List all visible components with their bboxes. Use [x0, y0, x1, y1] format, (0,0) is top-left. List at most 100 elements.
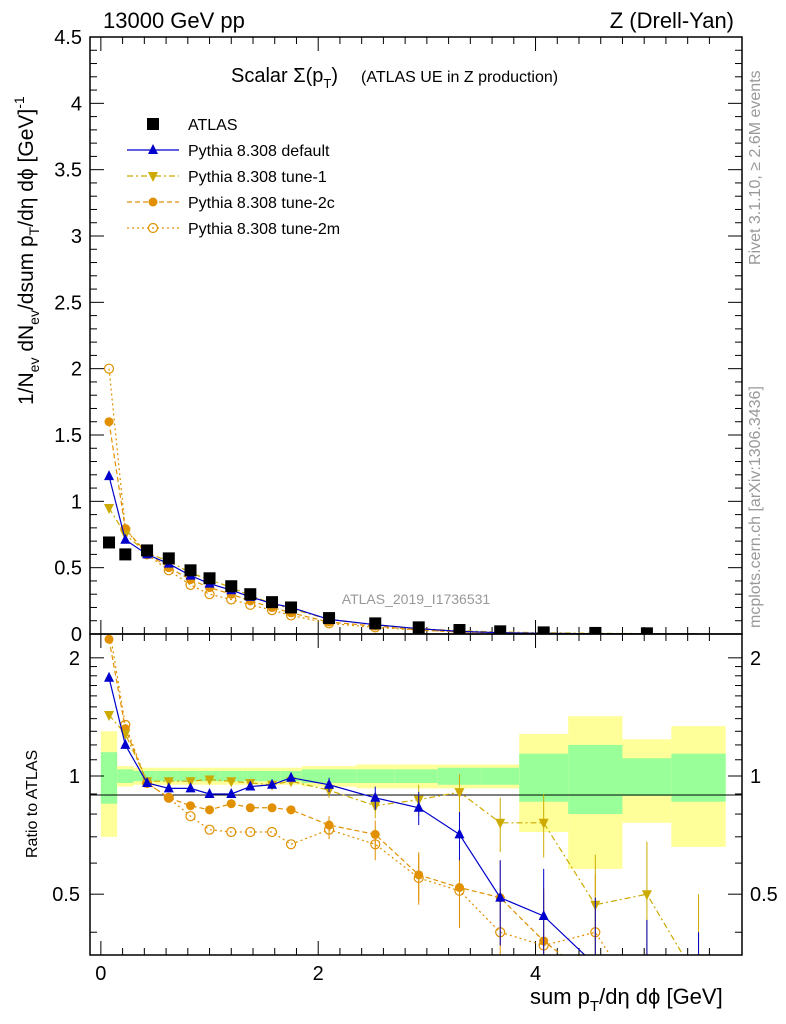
- process-label: Z (Drell-Yan): [610, 8, 734, 33]
- band-inner-segment: [394, 769, 438, 783]
- legend-label-tune1: Pythia 8.308 tune-1: [188, 169, 327, 186]
- band-inner-segment: [258, 770, 281, 782]
- band-inner-segment: [622, 758, 672, 796]
- top-y-tick-label: 0.5: [54, 558, 82, 580]
- bottom-y-axis-title: Ratio to ATLAS: [24, 750, 41, 858]
- point-data: [323, 612, 336, 625]
- band-inner-segment: [155, 770, 177, 782]
- band-inner-segment: [220, 770, 243, 782]
- point-data: [103, 536, 116, 549]
- ratio-point-default: [185, 782, 196, 793]
- svg-text:Scalar Σ(pT): Scalar Σ(pT): [231, 65, 338, 91]
- band-inner-segment: [481, 767, 520, 785]
- point-data: [589, 626, 602, 634]
- x-tick-label: 2: [313, 963, 324, 985]
- ratio-plot-panel: 0.5 0.51 12 20 2 4: [52, 622, 778, 1017]
- ratio-point-default: [226, 787, 237, 798]
- point-data: [369, 617, 382, 630]
- legend-marker-tune1: [148, 172, 158, 182]
- ratio-point-default: [104, 671, 115, 682]
- analysis-id-label: ATLAS_2019_I1736531: [342, 591, 491, 607]
- ratio-point-tune2c: [267, 803, 277, 813]
- x-axis-title: sum pT/dη dϕ [GeV]: [530, 984, 723, 1015]
- ratio-y-tick-label: 2: [69, 648, 80, 670]
- point-data: [640, 627, 653, 634]
- ratio-point-tune1: [641, 890, 652, 901]
- ratio-point-tune2m: [285, 839, 297, 850]
- ratio-point-tune1: [185, 777, 196, 788]
- top-y-tick-label: 1.5: [54, 425, 82, 447]
- ratio-point-tune2c: [205, 805, 215, 815]
- point-data: [412, 621, 425, 634]
- ratio-point-default: [413, 801, 424, 812]
- ratio-point-tune2c: [414, 870, 424, 880]
- band-inner-segment: [301, 769, 357, 783]
- ratio-y-tick-label: 0.5: [52, 884, 80, 906]
- ratio-point-tune2m: [105, 622, 114, 631]
- ratio-point-default: [495, 891, 506, 902]
- ratio-point-default: [324, 778, 335, 789]
- ratio-point-tune2c: [642, 1008, 651, 1017]
- x-tick-label: 0: [95, 963, 106, 985]
- ratio-point-tune2c: [186, 801, 196, 811]
- bottom-plot-frame: [89, 633, 743, 956]
- ratio-point-tune1: [163, 777, 174, 788]
- top-y-tick-label: 2.5: [54, 292, 82, 314]
- ratio-series-group: [104, 622, 700, 1017]
- ratio-point-tune2m: [226, 826, 237, 838]
- top-y-tick-label: 0: [71, 624, 82, 646]
- band-inner-segment: [100, 752, 118, 804]
- ratio-point-tune2c: [104, 634, 114, 644]
- ratio-point-tune1: [454, 788, 465, 799]
- series-line-default: [108, 475, 699, 634]
- band-inner-segment: [176, 770, 199, 782]
- legend-label-tune2m: Pythia 8.308 tune-2m: [188, 221, 340, 238]
- chart-title: Scalar Σ(pT) (ATLAS UE in Z production): [231, 65, 558, 91]
- ratio-point-default: [245, 780, 256, 791]
- top-y-axis-title: 1/Nev dNev/dsum pT/dη dϕ [GeV]-1: [11, 96, 42, 405]
- ratio-point-default: [538, 909, 549, 920]
- point-data: [225, 580, 238, 593]
- ratio-point-tune2m: [266, 826, 278, 838]
- legend-marker-tune2c: [148, 197, 158, 207]
- ratio-y-tick-label-right: 2: [750, 648, 761, 670]
- ratio-point-tune2m: [245, 826, 256, 838]
- ratio-y-tick-label-right: 0.5: [750, 884, 778, 906]
- point-tune2c: [104, 417, 114, 427]
- band-inner-segment: [519, 753, 569, 802]
- top-y-tick-label: 3.5: [54, 160, 82, 182]
- ratio-y-tick-label: 1: [69, 766, 80, 788]
- legend-marker-data: [147, 118, 159, 130]
- ratio-point-tune2m: [185, 811, 196, 822]
- point-data: [266, 596, 279, 609]
- ratio-point-tune2c: [164, 793, 174, 803]
- series-line-tune1: [108, 507, 699, 634]
- point-data: [203, 572, 216, 585]
- svg-text:(ATLAS UE in Z production): (ATLAS UE in Z production): [361, 69, 558, 86]
- legend: ATLAS Pythia 8.308 default Pythia 8.308 tu…: [127, 117, 340, 238]
- ratio-point-default: [142, 776, 153, 787]
- point-data: [162, 552, 175, 565]
- top-y-tick-label: 4: [71, 93, 82, 115]
- top-y-tick-label: 3: [71, 226, 82, 248]
- ratio-point-tune2m: [642, 1008, 651, 1017]
- ratio-point-tune1: [204, 775, 215, 786]
- ratio-point-tune2c: [370, 829, 380, 839]
- legend-marker-default: [148, 144, 158, 154]
- point-default: [104, 470, 115, 481]
- ratio-point-tune2c: [454, 883, 464, 893]
- top-y-tick-label: 2: [71, 359, 82, 381]
- band-inner-segment: [242, 770, 259, 782]
- legend-label-tune2c: Pythia 8.308 tune-2c: [188, 195, 335, 212]
- collision-label: 13000 GeV pp: [103, 8, 245, 33]
- ratio-point-tune1: [538, 818, 549, 829]
- ratio-point-tune1: [226, 777, 237, 788]
- top-axis-ticks: 0 0.5 1 1.5 2 2.5 3 3.5 4 4.5: [54, 27, 742, 646]
- band-inner-segment: [356, 769, 395, 783]
- ratio-point-tune2c: [324, 820, 334, 830]
- x-tick-label: 4: [530, 963, 541, 985]
- ratio-point-tune2c: [286, 805, 296, 815]
- svg-text:1/Nev dNev/dsum pT/dη dϕ [GeV]: 1/Nev dNev/dsum pT/dη dϕ [GeV]-1: [11, 96, 42, 405]
- ratio-point-default: [120, 738, 131, 749]
